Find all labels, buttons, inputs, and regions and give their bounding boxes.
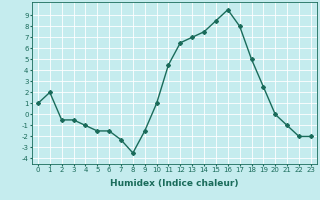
X-axis label: Humidex (Indice chaleur): Humidex (Indice chaleur) xyxy=(110,179,239,188)
